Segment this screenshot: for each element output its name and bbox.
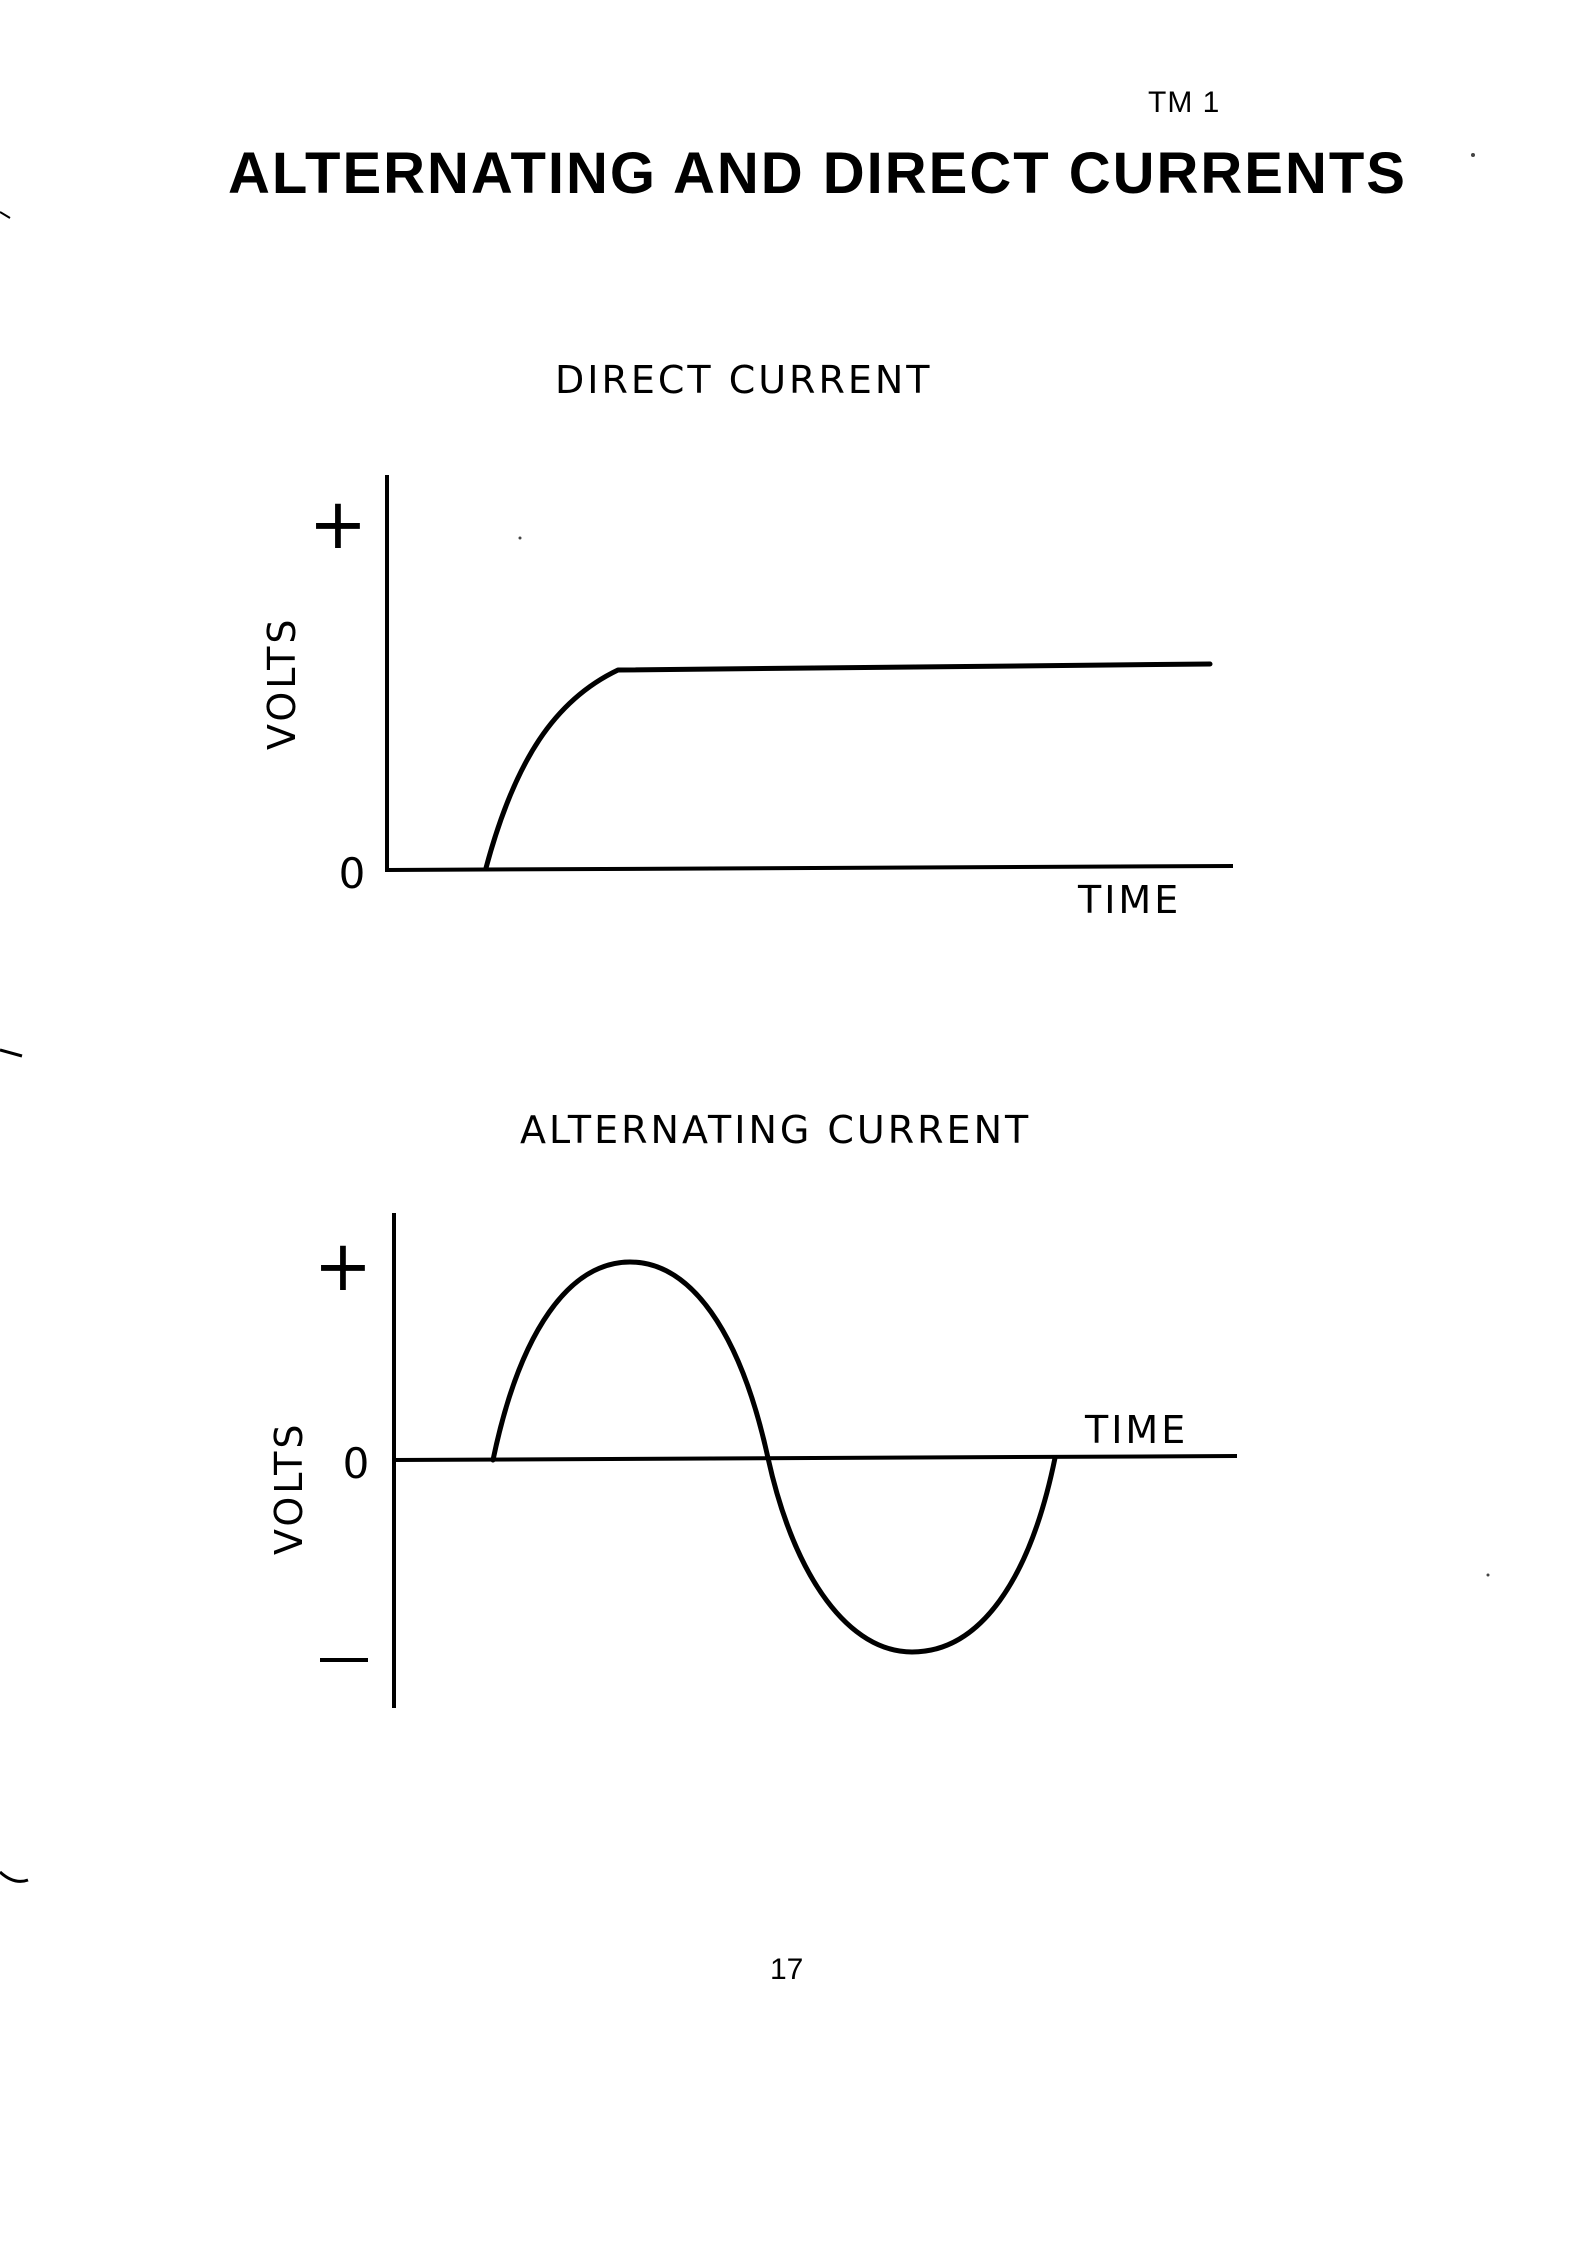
dc-y-axis-label: VOLTS [260, 616, 304, 750]
ac-x-axis-label: TIME [1084, 1408, 1188, 1452]
ac-x-axis [393, 1454, 1238, 1462]
page-title: ALTERNATING AND DIRECT CURRENTS [228, 141, 1407, 206]
margin-mark [0, 1870, 29, 1883]
margin-mark [0, 211, 11, 219]
dc-plus-label: + [309, 483, 368, 565]
speck [1486, 1573, 1490, 1577]
page-number: 17 [770, 1953, 804, 1986]
margin-mark [0, 1048, 23, 1058]
dc-voltage-curve [483, 661, 1213, 871]
ac-zero-label: 0 [343, 1439, 370, 1488]
ac-plus-label: + [314, 1225, 373, 1307]
ac-y-axis-label: VOLTS [267, 1421, 311, 1555]
ac-diagram: ALTERNATING CURRENT + 0 VOLTS TIME [267, 1108, 1238, 1708]
ac-diagram-title: ALTERNATING CURRENT [520, 1108, 1031, 1152]
page-label: TM 1 [1148, 86, 1221, 119]
speck [518, 536, 522, 540]
dc-x-axis-label: TIME [1077, 878, 1181, 922]
dc-diagram-title: DIRECT CURRENT [555, 358, 933, 402]
scan-marks [0, 153, 1490, 1883]
ac-sine-wave [490, 1259, 1058, 1655]
speck [1471, 153, 1475, 157]
dc-x-axis [386, 864, 1234, 872]
dc-diagram: DIRECT CURRENT + 0 VOLTS TIME [260, 358, 1234, 922]
dc-zero-label: 0 [339, 849, 366, 898]
